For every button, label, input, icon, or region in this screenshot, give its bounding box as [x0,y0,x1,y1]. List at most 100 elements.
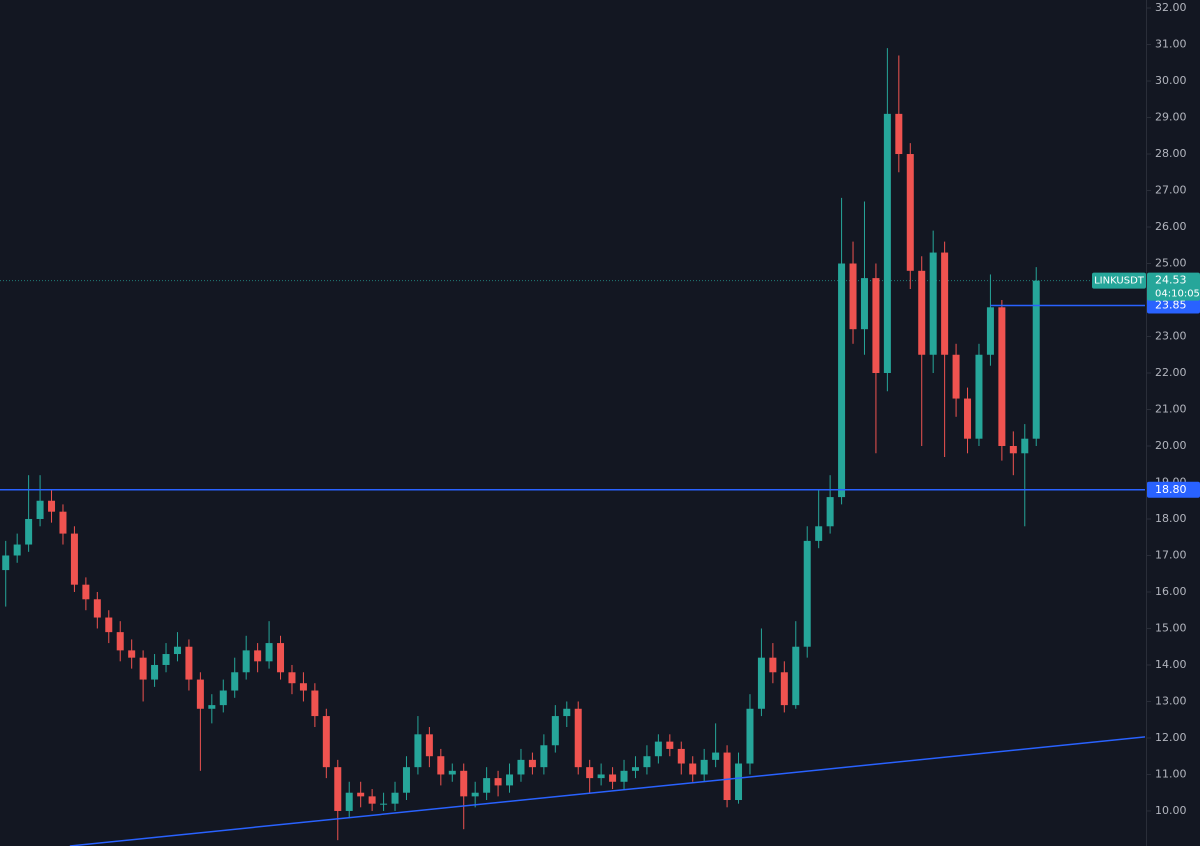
level-label: 23.85 [1155,298,1187,311]
candle-body [986,307,994,355]
candle-body [517,759,525,775]
candle-body [757,657,765,709]
candle-body [196,679,204,709]
candle-body [1021,438,1029,454]
candle-body [311,690,319,717]
candle-body [860,278,868,330]
candle-body [574,708,582,768]
candle-body [620,770,628,782]
candle-body [769,657,777,673]
candle-body [265,643,273,662]
candle-body [803,540,811,647]
candle-body [151,664,159,680]
candle-body [597,774,605,779]
candle-body [654,741,662,757]
candle-body [116,632,124,651]
candle-body [93,599,101,618]
y-tick-label: 11.00 [1155,767,1187,780]
candle-body [494,778,502,786]
candle-body [345,792,353,811]
candle-body [322,716,330,768]
candle-body [780,672,788,706]
candle-body [1009,445,1017,454]
candle-body [551,716,559,746]
candle-body [2,555,10,571]
y-tick-label: 32.00 [1155,1,1187,14]
candle-body [1032,280,1040,439]
candle-body [677,748,685,764]
level-badge [1147,297,1200,314]
y-tick-label: 29.00 [1155,111,1187,124]
candle-body [689,763,697,775]
candle-body [609,774,617,782]
candle-body [471,792,479,797]
candle-body [460,770,468,797]
candle-body [254,650,262,662]
candle-body [528,759,536,768]
candle-body [162,654,170,665]
candle-body [643,756,651,768]
candle-body [128,650,136,658]
candle-body [231,672,239,691]
price-badge [1147,272,1200,301]
candle-body [219,690,227,706]
candle-body [425,734,433,757]
candle-body [334,767,342,811]
candle-body [70,533,78,585]
y-tick-label: 23.00 [1155,330,1187,343]
y-tick-label: 28.00 [1155,147,1187,160]
y-tick-label: 20.00 [1155,439,1187,452]
y-tick-label: 21.00 [1155,402,1187,415]
candle-body [929,252,937,355]
candle-body [25,518,33,545]
badges: 18.80 23.85 LINKUSDT 24.53 04:10:05 [1092,272,1200,498]
y-tick-label: 22.00 [1155,366,1187,379]
y-tick-label: 27.00 [1155,184,1187,197]
candle-body [849,263,857,330]
candle-body [506,774,514,786]
candle-body [735,763,743,801]
candle-body [941,252,949,355]
candle-body [746,708,754,764]
y-tick-label: 18.00 [1155,512,1187,525]
candle-body [402,767,410,793]
y-tick-label: 13.00 [1155,694,1187,707]
candle-body [952,354,960,399]
symbol-label: LINKUSDT [1094,276,1145,287]
y-tick-label: 26.00 [1155,220,1187,233]
candle-body [242,650,250,673]
candle-body [13,544,21,556]
candle-body [918,270,926,355]
y-tick-label: 25.00 [1155,257,1187,270]
last-price-label: 24.53 [1155,274,1187,287]
y-tick-label: 14.00 [1155,658,1187,671]
candle-body [712,752,720,760]
candle-body [872,278,880,373]
candle-body [998,307,1006,446]
candle-body [883,113,891,373]
level-badge [1147,481,1200,498]
candle-body [700,759,708,775]
countdown-label: 04:10:05 [1155,289,1200,300]
candle-body [792,646,800,706]
candle-body [975,354,983,439]
candle-body [139,657,147,680]
trendline [69,736,1146,846]
candle-body [208,705,216,709]
level-label: 18.80 [1155,483,1187,496]
candle-body [838,263,846,498]
candle-body [895,113,903,155]
candle-body [964,398,972,439]
candle-body [391,792,399,804]
candle-body [82,584,90,600]
candle-body [59,511,67,534]
candle-body [105,617,113,633]
candle-body [483,778,491,793]
candle-body [380,803,388,805]
y-tick-label: 17.00 [1155,548,1187,561]
candle-body [48,500,56,512]
candle-body [723,752,731,801]
